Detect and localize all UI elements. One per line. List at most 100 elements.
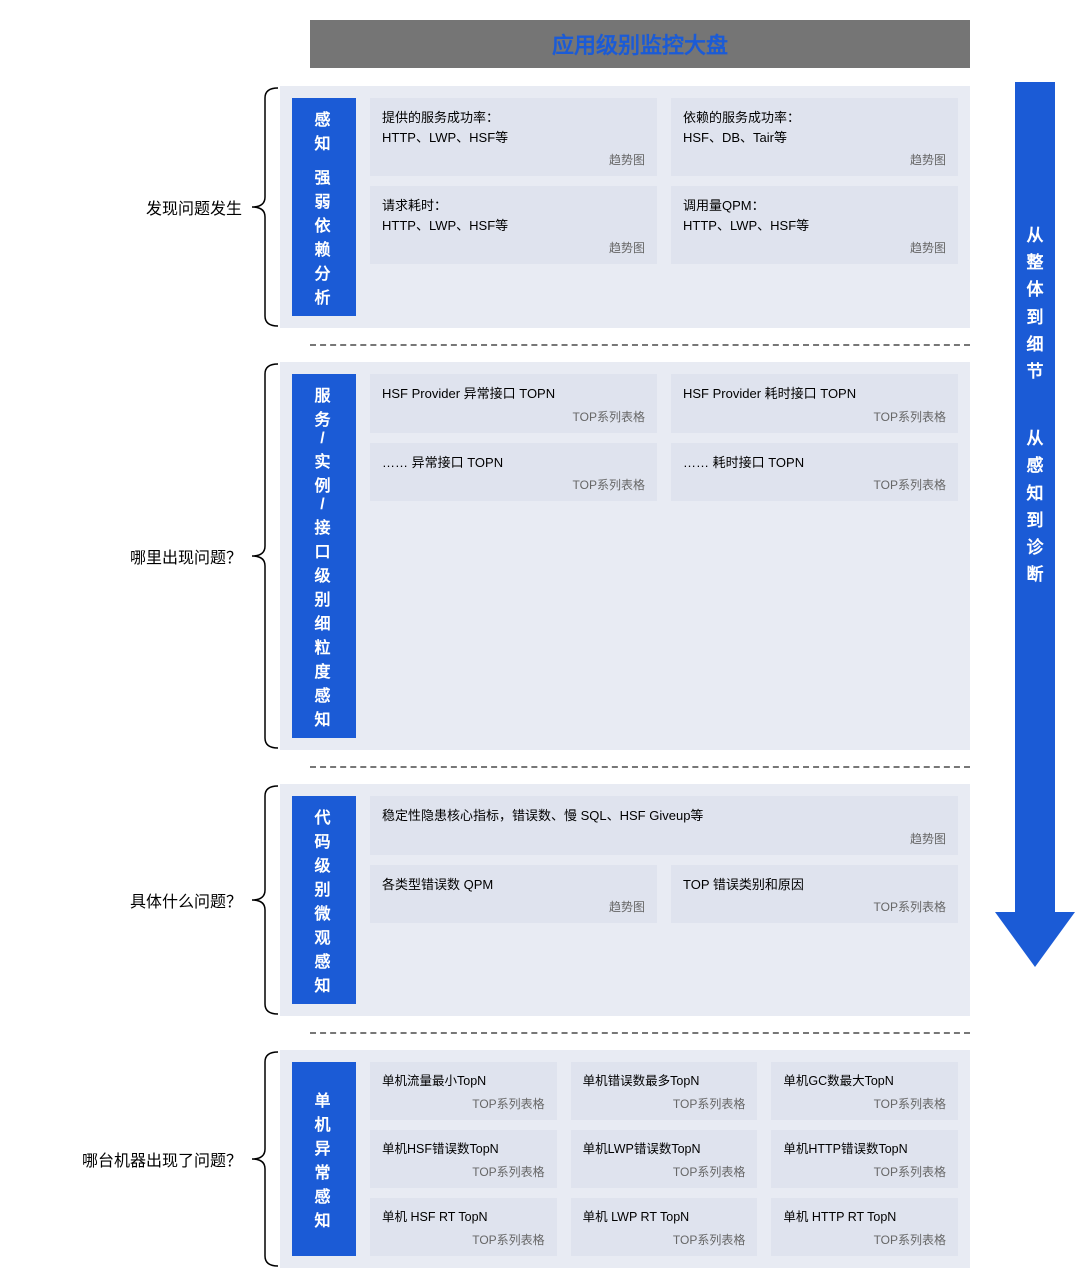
metric-card: 提供的服务成功率：HTTP、LWP、HSF等趋势图 [370, 98, 657, 176]
card-tag: TOP系列表格 [683, 898, 946, 915]
brace-icon [250, 86, 280, 328]
blue-label-line: 单机异常感知 [314, 1087, 333, 1231]
arrow-text-2-c5: 断 [1027, 561, 1044, 588]
metric-card: 单机LWP错误数TopN TOP系列表格 [571, 1130, 758, 1188]
card-title: 提供的服务成功率：HTTP、LWP、HSF等 [382, 108, 645, 147]
blue-label-line: 服务/实例/接口级别细粒度感知 [314, 382, 333, 730]
left-label-col: 具体什么问题？ [20, 784, 250, 1016]
card-row: 请求耗时：HTTP、LWP、HSF等趋势图调用量QPM：HTTP、LWP、HSF… [370, 186, 958, 264]
card-title: 单机GC数最大TopN [783, 1072, 946, 1091]
metric-card: 单机流量最小TopNTOP系列表格 [370, 1062, 557, 1120]
section-panel: 感知强弱依赖分析提供的服务成功率：HTTP、LWP、HSF等趋势图依赖的服务成功… [280, 86, 970, 328]
blue-label-line: 强弱依赖分析 [314, 164, 333, 308]
card-title: TOP 错误类别和原因 [683, 875, 946, 895]
card-tag: TOP系列表格 [382, 408, 645, 425]
section-question-label: 具体什么问题？ [130, 888, 242, 912]
arrow-text-1-c4: 细 [1027, 331, 1044, 358]
cards-col: 单机流量最小TopNTOP系列表格单机错误数最多TopNTOP系列表格单机GC数… [356, 1062, 958, 1256]
arrow-text: 从 整 体 到 细 节 从 感 知 到 诊 断 [1015, 222, 1055, 588]
card-title: 单机流量最小TopN [382, 1072, 545, 1091]
card-title: 调用量QPM：HTTP、LWP、HSF等 [683, 196, 946, 235]
card-tag: TOP系列表格 [382, 476, 645, 493]
cards-col: 稳定性隐患核心指标，错误数、慢 SQL、HSF Giveup等趋势图各类型错误数… [356, 796, 958, 1004]
card-tag: 趋势图 [382, 151, 645, 168]
card-row: …… 异常接口 TOPNTOP系列表格…… 耗时接口 TOPNTOP系列表格 [370, 443, 958, 502]
section-panel: 服务/实例/接口级别细粒度感知 HSF Provider 异常接口 TOPN TOP… [280, 362, 970, 750]
section-1: 哪里出现问题？ 服务/实例/接口级别细粒度感知 HSF Provider 异常接口… [20, 362, 1060, 750]
metric-card: TOP 错误类别和原因 TOP系列表格 [671, 865, 958, 924]
card-row: 稳定性隐患核心指标，错误数、慢 SQL、HSF Giveup等趋势图 [370, 796, 958, 855]
card-tag: TOP系列表格 [583, 1095, 746, 1112]
metric-card: 调用量QPM：HTTP、LWP、HSF等趋势图 [671, 186, 958, 264]
section-2: 具体什么问题？ 代码级别微观感知稳定性隐患核心指标，错误数、慢 SQL、HSF … [20, 784, 1060, 1016]
card-title: 依赖的服务成功率：HSF、DB、Tair等 [683, 108, 946, 147]
arrow-text-2-c2: 知 [1027, 480, 1044, 507]
section-panel: 单机异常感知单机流量最小TopNTOP系列表格单机错误数最多TopNTOP系列表… [280, 1050, 970, 1268]
metric-card: 单机 HTTP RT TopNTOP系列表格 [771, 1198, 958, 1256]
card-title: 单机 LWP RT TopN [583, 1208, 746, 1227]
arrow-text-1-c0: 从 [1027, 222, 1044, 249]
card-row: 各类型错误数 QPM 趋势图 TOP 错误类别和原因 TOP系列表格 [370, 865, 958, 924]
card-title: 稳定性隐患核心指标，错误数、慢 SQL、HSF Giveup等 [382, 806, 946, 826]
arrow-text-2-c3: 到 [1027, 507, 1044, 534]
card-tag: TOP系列表格 [583, 1163, 746, 1180]
arrow-text-1-c1: 整 [1027, 249, 1044, 276]
metric-card: …… 异常接口 TOPNTOP系列表格 [370, 443, 657, 502]
arrow-text-1-c3: 到 [1027, 304, 1044, 331]
metric-card: 请求耗时：HTTP、LWP、HSF等趋势图 [370, 186, 657, 264]
blue-category-label: 感知强弱依赖分析 [292, 98, 356, 316]
section-3: 哪台机器出现了问题？ 单机异常感知单机流量最小TopNTOP系列表格单机错误数最… [20, 1050, 1060, 1268]
card-tag: TOP系列表格 [783, 1163, 946, 1180]
card-title: 各类型错误数 QPM [382, 875, 645, 895]
section-panel: 代码级别微观感知稳定性隐患核心指标，错误数、慢 SQL、HSF Giveup等趋… [280, 784, 970, 1016]
section-divider [310, 1032, 970, 1034]
arrow-text-1-c2: 体 [1027, 276, 1044, 303]
arrow-head-icon [995, 912, 1075, 967]
metric-card: 稳定性隐患核心指标，错误数、慢 SQL、HSF Giveup等趋势图 [370, 796, 958, 855]
card-tag: 趋势图 [683, 151, 946, 168]
diagram-root: 应用级别监控大盘 从 整 体 到 细 节 从 感 知 到 诊 断 发现问题发生 … [20, 20, 1060, 1268]
card-title: …… 耗时接口 TOPN [683, 453, 946, 473]
header-title: 应用级别监控大盘 [552, 33, 728, 58]
header-bar: 应用级别监控大盘 [310, 20, 970, 68]
metric-card: HSF Provider 耗时接口 TOPNTOP系列表格 [671, 374, 958, 433]
metric-card: 单机HTTP错误数TopN TOP系列表格 [771, 1130, 958, 1188]
blue-category-label: 单机异常感知 [292, 1062, 356, 1256]
metric-card: 单机 LWP RT TopN TOP系列表格 [571, 1198, 758, 1256]
metric-card: 依赖的服务成功率：HSF、DB、Tair等趋势图 [671, 98, 958, 176]
left-label-col: 哪台机器出现了问题？ [20, 1050, 250, 1268]
card-title: 单机HSF错误数TopN [382, 1140, 545, 1159]
card-title: 单机 HTTP RT TopN [783, 1208, 946, 1227]
brace-icon [250, 362, 280, 750]
metric-card: HSF Provider 异常接口 TOPN TOP系列表格 [370, 374, 657, 433]
cards-col: HSF Provider 异常接口 TOPNTOP系列表格HSF Provide… [356, 374, 958, 738]
card-row: 单机 HSF RT TopNTOP系列表格 单机 LWP RT TopN TOP系列… [370, 1198, 958, 1256]
card-title: 单机LWP错误数TopN [583, 1140, 746, 1159]
metric-card: 单机 HSF RT TopNTOP系列表格 [370, 1198, 557, 1256]
blue-label-line: 感知 [314, 106, 333, 154]
left-label-col: 哪里出现问题？ [20, 362, 250, 750]
left-label-col: 发现问题发生 [20, 86, 250, 328]
vertical-arrow: 从 整 体 到 细 节 从 感 知 到 诊 断 [1000, 82, 1070, 982]
sections-container: 发现问题发生 感知强弱依赖分析提供的服务成功率：HTTP、LWP、HSF等趋势图… [20, 86, 1060, 1268]
section-question-label: 发现问题发生 [146, 195, 242, 219]
card-row: HSF Provider 异常接口 TOPNTOP系列表格HSF Provide… [370, 374, 958, 433]
section-divider [310, 344, 970, 346]
card-tag: TOP系列表格 [783, 1095, 946, 1112]
metric-card: 单机HSF错误数TopN TOP系列表格 [370, 1130, 557, 1188]
card-tag: TOP系列表格 [382, 1163, 545, 1180]
blue-category-label: 代码级别微观感知 [292, 796, 356, 1004]
metric-card: 单机GC数最大TopN TOP系列表格 [771, 1062, 958, 1120]
brace-icon [250, 1050, 280, 1268]
card-tag: 趋势图 [382, 898, 645, 915]
card-title: HSF Provider 异常接口 TOPN [382, 384, 645, 404]
cards-col: 提供的服务成功率：HTTP、LWP、HSF等趋势图依赖的服务成功率：HSF、DB… [356, 98, 958, 316]
metric-card: 单机错误数最多TopNTOP系列表格 [571, 1062, 758, 1120]
card-title: 请求耗时：HTTP、LWP、HSF等 [382, 196, 645, 235]
card-tag: TOP系列表格 [583, 1231, 746, 1248]
card-row: 提供的服务成功率：HTTP、LWP、HSF等趋势图依赖的服务成功率：HSF、DB… [370, 98, 958, 176]
metric-card: 各类型错误数 QPM 趋势图 [370, 865, 657, 924]
card-title: 单机HTTP错误数TopN [783, 1140, 946, 1159]
card-tag: TOP系列表格 [683, 408, 946, 425]
metric-card: …… 耗时接口 TOPNTOP系列表格 [671, 443, 958, 502]
